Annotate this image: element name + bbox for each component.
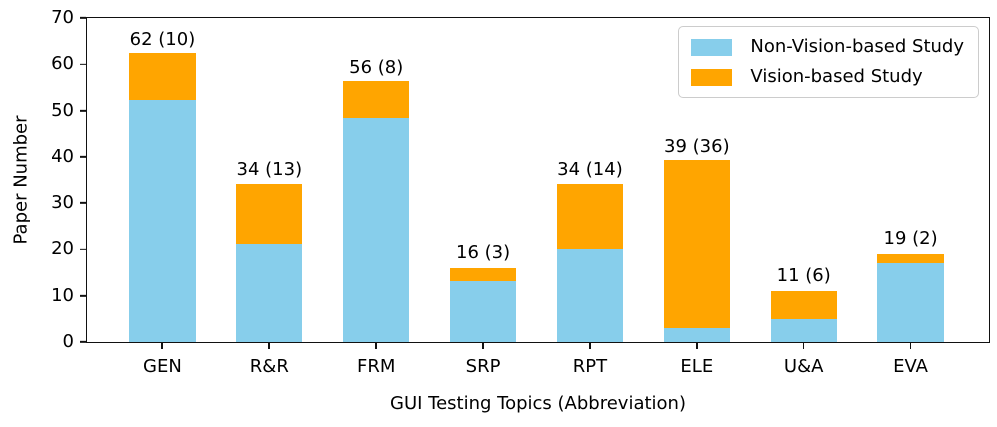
y-tick-mark: [80, 202, 86, 204]
y-tick-mark: [80, 294, 86, 297]
bar-group-rpt: 34 (14) RPT: [537, 18, 644, 377]
legend: Non-Vision-based Study Vision-based Stud…: [678, 26, 979, 98]
bar-segment-non-vision: [343, 118, 410, 342]
bar-segment-vision: [770, 290, 837, 319]
plot-area: 0 10 20 30 40 50 60 70 62 (10) GEN 34 (13) R&R 56 (…: [51, 9, 990, 377]
x-tick-mark: [161, 343, 164, 349]
y-tick-mark: [80, 17, 86, 19]
x-tick-mark: [588, 343, 591, 349]
x-tick-mark: [482, 343, 484, 349]
bar-value-label: 11 (6): [776, 265, 831, 287]
y-tick-mark: [80, 156, 86, 158]
bar-value-label: 19 (2): [883, 228, 938, 250]
stacked-bar: [877, 253, 944, 342]
bar-segment-vision: [877, 253, 944, 263]
bars-container: 62 (10) GEN 34 (13) R&R 56 (8) FRM 16 (3) SRP 34…: [87, 18, 989, 377]
y-tick-label: 70: [51, 7, 74, 28]
bar-segment-non-vision: [770, 318, 837, 342]
bar-group-ele: 39 (36) ELE: [643, 18, 750, 377]
x-tick-mark: [268, 343, 270, 349]
y-tick-label: 50: [51, 99, 74, 121]
bar-group-srp: 16 (3) SRP: [430, 18, 537, 377]
x-tick-mark: [909, 343, 912, 349]
bar-segment-non-vision: [449, 281, 517, 342]
bar-segment-vision: [343, 81, 410, 119]
y-tick-label: 10: [51, 284, 74, 306]
stacked-bar: [556, 183, 624, 342]
y-tick-label: 20: [51, 238, 74, 260]
legend-swatch-non-vision: [691, 38, 733, 56]
legend-entry-vision: Vision-based Study: [691, 67, 964, 87]
y-tick-mark: [80, 341, 86, 343]
stacked-bar: [663, 160, 730, 342]
bar-segment-vision: [556, 183, 624, 249]
y-tick-mark: [80, 248, 86, 251]
bar-segment-non-vision: [877, 262, 944, 342]
bar-group-frm: 56 (8) FRM: [323, 18, 430, 377]
bar-group-gen: 62 (10) GEN: [109, 18, 216, 377]
bar-group-rr: 34 (13) R&R: [216, 18, 323, 377]
legend-label-vision: Vision-based Study: [750, 66, 923, 87]
x-tick-label: RPT: [572, 356, 608, 377]
legend-swatch-vision: [691, 68, 733, 86]
x-tick-label: FRM: [356, 356, 396, 377]
bar-value-label: 34 (14): [557, 158, 623, 180]
x-tick-label: SRP: [465, 356, 501, 377]
bar-segment-non-vision: [556, 248, 624, 342]
y-tick-mark: [80, 63, 86, 66]
legend-label-non-vision: Non-Vision-based Study: [750, 36, 964, 57]
x-tick-label: R&R: [249, 356, 289, 377]
x-tick-label: EVA: [893, 356, 928, 377]
bar-segment-non-vision: [663, 328, 730, 342]
bar-value-label: 39 (36): [664, 135, 730, 157]
bar-segment-non-vision: [129, 99, 196, 342]
x-tick-mark: [802, 343, 805, 349]
bar-value-label: 62 (10): [129, 29, 196, 51]
y-tick-label: 0: [62, 331, 74, 352]
x-tick-mark: [375, 343, 377, 349]
stacked-bar: [449, 267, 517, 342]
bar-segment-vision: [663, 160, 730, 329]
x-tick-label: GEN: [143, 356, 182, 377]
bar-group-eva: 19 (2) EVA: [857, 18, 964, 377]
x-axis-label: GUI Testing Topics (Abbreviation): [390, 393, 686, 414]
x-tick-mark: [695, 343, 698, 349]
stacked-bar: [770, 290, 837, 342]
bar-segment-vision: [129, 53, 196, 100]
x-tick-label: ELE: [680, 356, 714, 377]
y-tick-label: 30: [51, 192, 74, 214]
y-tick-label: 40: [51, 145, 74, 167]
bar-group-ua: 11 (6) U&A: [750, 18, 857, 377]
bar-segment-vision: [449, 267, 517, 282]
y-tick-mark: [80, 109, 86, 112]
stacked-bar: [236, 183, 303, 342]
bar-value-label: 34 (13): [236, 158, 303, 180]
stacked-bar: [343, 81, 410, 342]
bar-value-label: 56 (8): [349, 56, 404, 78]
y-axis-label: Paper Number: [10, 115, 32, 245]
y-tick-label: 60: [51, 53, 74, 75]
x-tick-label: U&A: [783, 356, 824, 377]
bar-value-label: 16 (3): [456, 241, 511, 263]
bar-segment-vision: [236, 183, 303, 245]
legend-entry-non-vision: Non-Vision-based Study: [691, 37, 964, 57]
bar-segment-non-vision: [236, 244, 303, 342]
stacked-bar: [129, 53, 196, 342]
